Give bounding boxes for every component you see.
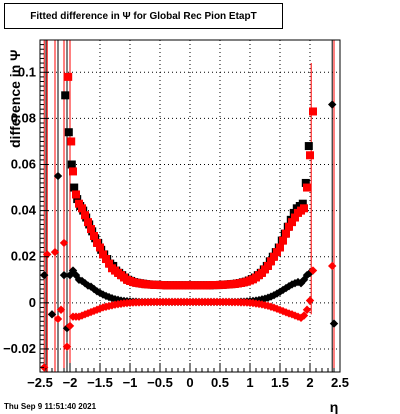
data-point-square bbox=[90, 231, 98, 240]
data-point-square bbox=[81, 211, 89, 220]
timestamp: Thu Sep 9 11:51:40 2021 bbox=[4, 402, 97, 411]
data-point-square bbox=[285, 222, 293, 231]
data-point-square bbox=[64, 128, 73, 137]
data-point-diamond bbox=[53, 171, 63, 181]
axes: −2.5 −2 −1.5 −1 −0.5 0 0.5 1 1.5 2 2.5 −0.02 0 0.02 0.… bbox=[3, 39, 349, 390]
y-tick-label: 0.04 bbox=[11, 203, 37, 218]
data-point-square bbox=[306, 151, 314, 160]
data-point-diamond bbox=[299, 311, 309, 320]
data-point-square bbox=[276, 243, 284, 252]
x-axis-label: η bbox=[330, 399, 339, 414]
data-point-square bbox=[67, 137, 76, 146]
data-point-square bbox=[309, 107, 317, 116]
x-tick-label: 0.5 bbox=[211, 375, 229, 390]
data-point-diamond bbox=[328, 261, 337, 271]
y-tick-label: 0.1 bbox=[18, 64, 36, 79]
x-tick-label: 2 bbox=[306, 375, 313, 390]
y-tick-label: 0.06 bbox=[11, 157, 36, 172]
y-tick-label: −0.02 bbox=[3, 341, 36, 356]
data-point-diamond bbox=[59, 238, 69, 248]
data-point-square bbox=[264, 261, 272, 270]
data-point-square bbox=[69, 167, 77, 176]
data-point-square bbox=[301, 178, 310, 187]
data-point-diamond bbox=[53, 314, 63, 324]
data-point-diamond bbox=[50, 247, 60, 257]
data-point-square bbox=[87, 225, 95, 234]
data-point-diamond bbox=[305, 296, 315, 305]
data-point-diamond bbox=[65, 321, 75, 331]
data-point-square bbox=[99, 250, 107, 259]
data-point-diamond bbox=[40, 363, 49, 372]
data-point-square bbox=[288, 218, 296, 227]
data-point-square bbox=[105, 259, 113, 268]
data-point-square bbox=[303, 183, 311, 192]
data-point-square bbox=[67, 160, 76, 169]
x-tick-label: −1 bbox=[123, 375, 138, 390]
data-point-square bbox=[61, 91, 70, 100]
x-tick-label: 1.5 bbox=[271, 375, 289, 390]
x-tick-label: −1.5 bbox=[87, 375, 113, 390]
data-point-diamond bbox=[59, 270, 69, 280]
data-point-square bbox=[267, 257, 275, 266]
data-point-square bbox=[96, 243, 104, 252]
data-point-diamond bbox=[302, 305, 312, 314]
data-point-square bbox=[78, 204, 86, 213]
data-point-square bbox=[279, 236, 287, 245]
x-tick-label: −2 bbox=[63, 375, 78, 390]
y-tick-label: 0.08 bbox=[11, 110, 36, 125]
data-point-square bbox=[72, 190, 80, 199]
data-point-square bbox=[75, 199, 83, 208]
data-point-square bbox=[64, 72, 73, 81]
data-point-square bbox=[289, 208, 298, 217]
data-point-square bbox=[70, 183, 79, 192]
error-bars bbox=[43, 40, 335, 372]
data-point-square bbox=[304, 142, 313, 151]
data-point-square bbox=[93, 238, 101, 247]
data-point-square bbox=[102, 255, 110, 264]
x-tick-label: 2.5 bbox=[331, 375, 349, 390]
data-point-square bbox=[282, 229, 290, 238]
data-point-diamond bbox=[308, 266, 318, 275]
y-tick-label: 0 bbox=[29, 295, 36, 310]
data-point-square bbox=[291, 213, 299, 222]
data-point-square bbox=[300, 204, 308, 213]
data-points bbox=[40, 72, 339, 372]
data-point-diamond bbox=[62, 342, 72, 351]
data-point-diamond bbox=[328, 100, 337, 109]
data-point-square bbox=[73, 195, 82, 204]
data-point-diamond bbox=[40, 270, 49, 280]
data-point-diamond bbox=[47, 310, 57, 319]
x-tick-label: −2.5 bbox=[27, 375, 53, 390]
y-axis-label: difference in Ψ bbox=[7, 50, 23, 148]
data-point-diamond bbox=[56, 305, 66, 314]
data-point-square bbox=[273, 248, 281, 257]
data-point-diamond bbox=[329, 319, 339, 328]
data-point-square bbox=[298, 199, 307, 208]
x-tick-label: 0 bbox=[186, 375, 193, 390]
x-tick-label: −0.5 bbox=[147, 375, 173, 390]
chart-title: Fitted difference in Ψ for Global Rec Pi… bbox=[4, 3, 283, 29]
data-point-square bbox=[84, 218, 92, 227]
y-tick-label: 0.02 bbox=[11, 249, 36, 264]
data-point-square bbox=[270, 252, 278, 261]
x-tick-label: 1 bbox=[246, 375, 253, 390]
